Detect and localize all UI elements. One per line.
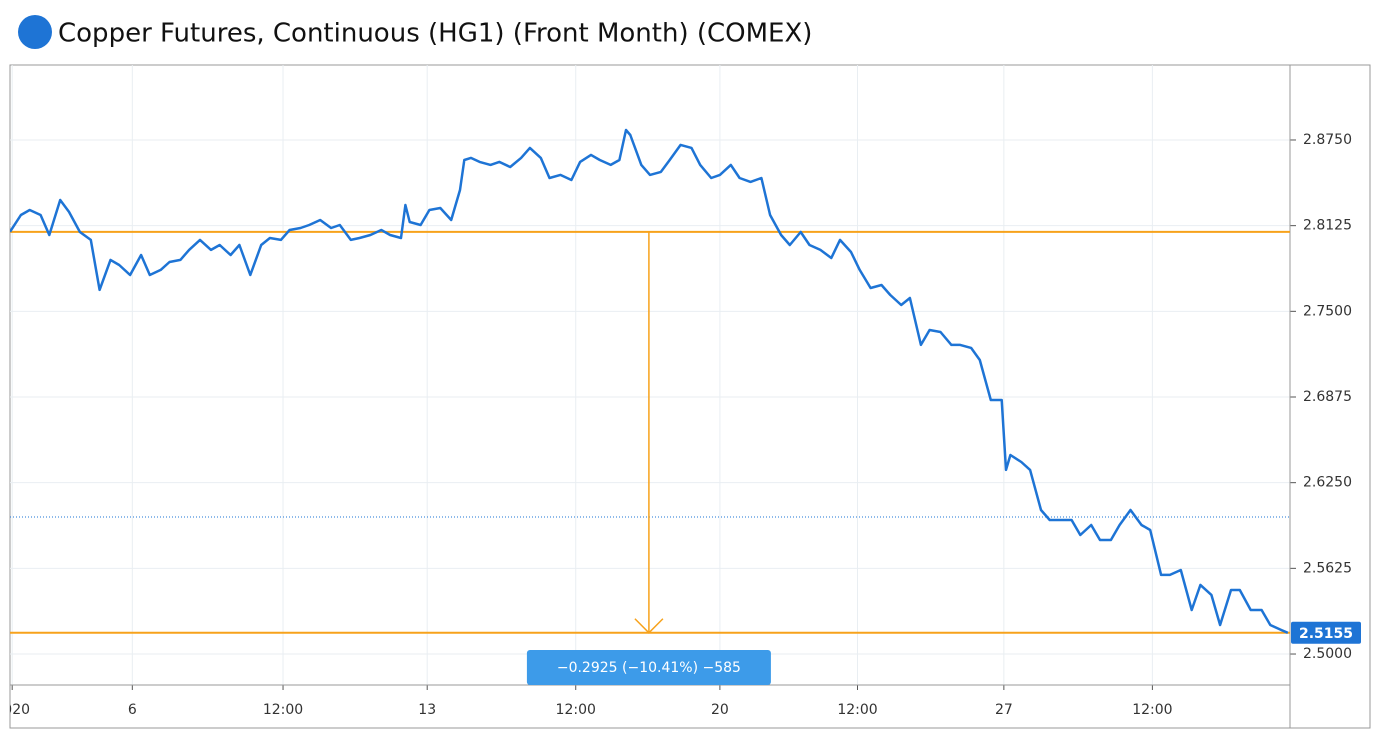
price-line (10, 128, 1289, 634)
measure-arrowhead (634, 618, 664, 634)
x-tick-label: 27 (995, 702, 1013, 718)
measure-label-box (526, 650, 771, 685)
x-tick-label: 6 (128, 702, 137, 718)
x-tick-label: 12:00 (1132, 702, 1172, 718)
last-price-box (1291, 621, 1361, 644)
y-tick-label: 2.5000 (1303, 646, 1352, 662)
y-tick-label: 2.8125 (1303, 218, 1352, 234)
x-tick-label: 12:00 (263, 702, 303, 718)
x-tick-label: 20 (711, 702, 729, 718)
legend-dot (18, 15, 52, 49)
measure-label: −0.2925 (−10.41%) −585 (557, 660, 741, 676)
y-tick-label: 2.7500 (1303, 303, 1352, 319)
chart-title: Copper Futures, Continuous (HG1) (Front … (58, 19, 812, 49)
x-tick-label: 2020 (0, 702, 30, 718)
chart-frame (9, 64, 1371, 729)
y-tick-label: 2.5625 (1303, 560, 1352, 576)
y-tick-label: 2.6250 (1303, 475, 1352, 491)
x-tick-label: 12:00 (837, 702, 877, 718)
last-price-label: 2.5155 (1299, 626, 1353, 642)
y-tick-label: 2.8750 (1303, 132, 1352, 148)
x-tick-label: 12:00 (556, 702, 596, 718)
y-tick-label: 2.6875 (1303, 389, 1352, 405)
x-tick-label: 13 (418, 702, 436, 718)
